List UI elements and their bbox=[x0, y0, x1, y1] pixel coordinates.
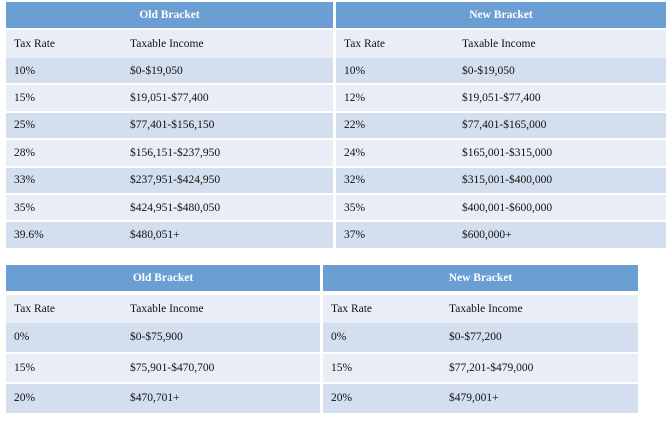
table-row: 39.6% $480,051+ 37% $600,000+ bbox=[6, 222, 666, 248]
new-bracket-title: New Bracket bbox=[323, 265, 638, 291]
taxable-income-cell: $424,951-$480,050 bbox=[122, 195, 333, 221]
tax-rate-cell: 20% bbox=[6, 384, 122, 413]
new-bracket-title: New Bracket bbox=[336, 2, 666, 28]
taxable-income-cell: $600,000+ bbox=[454, 222, 666, 248]
column-header: Taxable Income bbox=[122, 30, 333, 58]
tax-rate-cell: 22% bbox=[336, 112, 454, 139]
column-header: Taxable Income bbox=[122, 295, 320, 323]
tax-rate-cell: 37% bbox=[336, 222, 454, 248]
column-header: Tax Rate bbox=[6, 30, 122, 58]
taxable-income-cell: $75,901-$470,700 bbox=[122, 353, 320, 382]
taxable-income-cell: $315,001-$400,000 bbox=[454, 167, 666, 193]
tax-rate-cell: 12% bbox=[336, 85, 454, 111]
table-row: 20% $470,701+ 20% $479,001+ bbox=[6, 384, 638, 413]
old-bracket-title: Old Bracket bbox=[6, 265, 320, 291]
tax-rate-cell: 33% bbox=[6, 167, 122, 193]
taxable-income-cell: $479,001+ bbox=[441, 384, 638, 413]
taxable-income-cell: $77,401-$156,150 bbox=[122, 112, 333, 139]
tax-rate-cell: 35% bbox=[6, 195, 122, 221]
taxable-income-cell: $19,051-$77,400 bbox=[122, 85, 333, 111]
table-row: 15% $19,051-$77,400 12% $19,051-$77,400 bbox=[6, 85, 666, 111]
tax-rate-cell: 24% bbox=[336, 140, 454, 166]
income-tax-bracket-table: Old Bracket New Bracket Tax Rate Taxable… bbox=[6, 2, 666, 250]
tax-rate-cell: 15% bbox=[6, 85, 122, 111]
table-row: 10% $0-$19,050 10% $0-$19,050 bbox=[6, 58, 666, 84]
tax-rate-cell: 39.6% bbox=[6, 222, 122, 248]
taxable-income-cell: $19,051-$77,400 bbox=[454, 85, 666, 111]
old-bracket-title: Old Bracket bbox=[6, 2, 333, 28]
table-row: 15% $75,901-$470,700 15% $77,201-$479,000 bbox=[6, 353, 638, 382]
tax-rate-cell: 10% bbox=[6, 58, 122, 84]
column-header-row: Tax Rate Taxable Income Tax Rate Taxable… bbox=[6, 30, 666, 58]
taxable-income-cell: $0-$19,050 bbox=[122, 58, 333, 84]
tax-rate-cell: 15% bbox=[323, 353, 441, 382]
tax-rate-cell: 15% bbox=[6, 353, 122, 382]
capital-gains-bracket-table: Old Bracket New Bracket Tax Rate Taxable… bbox=[6, 265, 638, 415]
column-header: Tax Rate bbox=[336, 30, 454, 58]
table-row: 33% $237,951-$424,950 32% $315,001-$400,000 bbox=[6, 167, 666, 193]
taxable-income-cell: $77,401-$165,000 bbox=[454, 112, 666, 139]
column-header-row: Tax Rate Taxable Income Tax Rate Taxable… bbox=[6, 295, 638, 323]
taxable-income-cell: $0-$19,050 bbox=[454, 58, 666, 84]
taxable-income-cell: $77,201-$479,000 bbox=[441, 353, 638, 382]
table-row: 25% $77,401-$156,150 22% $77,401-$165,000 bbox=[6, 112, 666, 139]
tax-rate-cell: 0% bbox=[6, 323, 122, 352]
taxable-income-cell: $0-$75,900 bbox=[122, 323, 320, 352]
table-row: 35% $424,951-$480,050 35% $400,001-$600,000 bbox=[6, 195, 666, 221]
column-header: Tax Rate bbox=[323, 295, 441, 323]
bracket-title-row: Old Bracket New Bracket bbox=[6, 2, 666, 28]
taxable-income-cell: $237,951-$424,950 bbox=[122, 167, 333, 193]
bracket-title-row: Old Bracket New Bracket bbox=[6, 265, 638, 291]
tax-rate-cell: 10% bbox=[336, 58, 454, 84]
tax-rate-cell: 32% bbox=[336, 167, 454, 193]
column-header: Taxable Income bbox=[441, 295, 638, 323]
tax-rate-cell: 0% bbox=[323, 323, 441, 352]
table-row: 0% $0-$75,900 0% $0-$77,200 bbox=[6, 323, 638, 352]
column-header: Tax Rate bbox=[6, 295, 122, 323]
column-header: Taxable Income bbox=[454, 30, 666, 58]
taxable-income-cell: $400,001-$600,000 bbox=[454, 195, 666, 221]
taxable-income-cell: $165,001-$315,000 bbox=[454, 140, 666, 166]
taxable-income-cell: $480,051+ bbox=[122, 222, 333, 248]
tax-rate-cell: 25% bbox=[6, 112, 122, 139]
taxable-income-cell: $156,151-$237,950 bbox=[122, 140, 333, 166]
tax-rate-cell: 35% bbox=[336, 195, 454, 221]
taxable-income-cell: $470,701+ bbox=[122, 384, 320, 413]
taxable-income-cell: $0-$77,200 bbox=[441, 323, 638, 352]
table-row: 28% $156,151-$237,950 24% $165,001-$315,000 bbox=[6, 140, 666, 166]
tax-rate-cell: 20% bbox=[323, 384, 441, 413]
tax-rate-cell: 28% bbox=[6, 140, 122, 166]
